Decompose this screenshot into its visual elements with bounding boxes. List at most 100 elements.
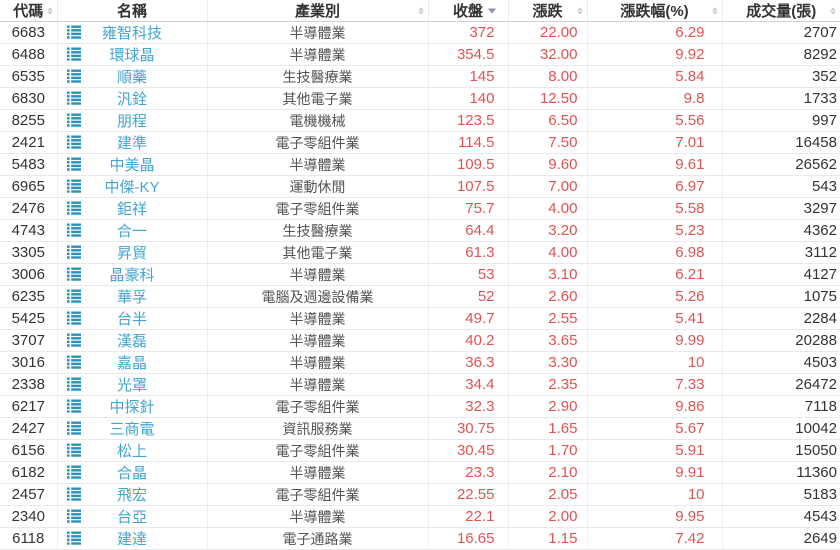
stock-code: 6217 bbox=[0, 395, 58, 418]
list-detail-icon[interactable] bbox=[66, 25, 81, 39]
price-change-pct: 9.86 bbox=[587, 395, 723, 418]
sort-descending-icon[interactable] bbox=[487, 8, 496, 13]
list-detail-icon[interactable] bbox=[66, 399, 81, 413]
list-detail-icon[interactable] bbox=[66, 245, 81, 259]
sort-toggle-icon[interactable] bbox=[417, 7, 424, 14]
column-header-volume[interactable]: 成交量(張) bbox=[722, 0, 840, 22]
close-price: 140 bbox=[428, 87, 509, 110]
list-detail-icon[interactable] bbox=[66, 487, 81, 501]
price-change: 4.00 bbox=[508, 197, 588, 220]
list-detail-icon[interactable] bbox=[66, 135, 81, 149]
stock-name-link[interactable]: 合晶 bbox=[116, 465, 147, 482]
stock-name-link[interactable]: 環球晶 bbox=[109, 47, 155, 64]
price-change-pct: 6.29 bbox=[587, 21, 723, 44]
column-header-industry[interactable]: 產業別 bbox=[207, 0, 429, 22]
list-detail-icon[interactable] bbox=[66, 179, 81, 193]
stock-name-cell: 晶豪科 bbox=[57, 263, 208, 286]
stock-code: 2476 bbox=[0, 197, 58, 220]
stock-name-link[interactable]: 朋程 bbox=[116, 113, 147, 130]
price-change: 2.55 bbox=[508, 307, 588, 330]
volume-value: 1075 bbox=[722, 285, 840, 308]
sort-toggle-icon[interactable] bbox=[576, 7, 583, 14]
stock-name-link[interactable]: 合一 bbox=[116, 223, 147, 240]
industry-label: 其他電子業 bbox=[207, 241, 429, 264]
stock-code: 3006 bbox=[0, 263, 58, 286]
column-label: 產業別 bbox=[294, 3, 340, 20]
list-detail-icon[interactable] bbox=[66, 443, 81, 457]
price-change-pct: 9.92 bbox=[587, 43, 723, 66]
list-detail-icon[interactable] bbox=[66, 223, 81, 237]
stock-name-link[interactable]: 漢磊 bbox=[116, 333, 147, 350]
stock-name-cell: 台半 bbox=[57, 307, 208, 330]
list-detail-icon[interactable] bbox=[66, 113, 81, 127]
price-change-pct: 5.23 bbox=[587, 219, 723, 242]
list-detail-icon[interactable] bbox=[66, 355, 81, 369]
stock-name-link[interactable]: 嘉晶 bbox=[116, 355, 147, 372]
stock-name-link[interactable]: 中傑-KY bbox=[104, 179, 160, 196]
list-detail-icon[interactable] bbox=[66, 267, 81, 281]
stock-name-link[interactable]: 晶豪科 bbox=[109, 267, 155, 284]
list-detail-icon[interactable] bbox=[66, 91, 81, 105]
list-detail-icon[interactable] bbox=[66, 157, 81, 171]
stock-code: 3016 bbox=[0, 351, 58, 374]
price-change-pct: 7.42 bbox=[587, 527, 723, 550]
stock-name-link[interactable]: 華孚 bbox=[116, 289, 147, 306]
stock-name-link[interactable]: 飛宏 bbox=[116, 487, 147, 504]
stock-name-cell: 昇貿 bbox=[57, 241, 208, 264]
stock-name-cell: 鉅祥 bbox=[57, 197, 208, 220]
stock-name-link[interactable]: 建準 bbox=[116, 135, 147, 152]
stock-name-link[interactable]: 雍智科技 bbox=[101, 25, 162, 42]
column-header-name[interactable]: 名稱 bbox=[57, 0, 208, 22]
list-detail-icon[interactable] bbox=[66, 201, 81, 215]
stock-code: 5425 bbox=[0, 307, 58, 330]
stock-name-link[interactable]: 汎銓 bbox=[116, 91, 147, 108]
list-detail-icon[interactable] bbox=[66, 531, 81, 545]
stock-row: 5425 台半 半導體業 49.7 2.55 5.41 2284 bbox=[0, 307, 840, 330]
list-detail-icon[interactable] bbox=[66, 509, 81, 523]
volume-value: 8292 bbox=[722, 43, 840, 66]
industry-label: 運動休閒 bbox=[207, 175, 429, 198]
list-detail-icon[interactable] bbox=[66, 69, 81, 83]
stock-name-link[interactable]: 順藥 bbox=[116, 69, 147, 86]
stock-name-link[interactable]: 光罩 bbox=[116, 377, 147, 394]
stock-code: 2427 bbox=[0, 417, 58, 440]
sort-toggle-icon[interactable] bbox=[830, 7, 836, 14]
stock-name-link[interactable]: 台半 bbox=[116, 311, 147, 328]
column-header-code[interactable]: 代碼 bbox=[0, 0, 58, 22]
stock-name-link[interactable]: 鉅祥 bbox=[116, 201, 147, 218]
stock-code: 6830 bbox=[0, 87, 58, 110]
list-detail-icon[interactable] bbox=[66, 311, 81, 325]
list-detail-icon[interactable] bbox=[66, 47, 81, 61]
list-detail-icon[interactable] bbox=[66, 289, 81, 303]
close-price: 36.3 bbox=[428, 351, 509, 374]
price-change: 8.00 bbox=[508, 65, 588, 88]
column-label: 漲跌幅(%) bbox=[620, 3, 689, 20]
stock-name-link[interactable]: 中探針 bbox=[109, 399, 155, 416]
volume-value: 4543 bbox=[722, 505, 840, 528]
stock-name-link[interactable]: 昇貿 bbox=[116, 245, 147, 262]
stock-name-link[interactable]: 松上 bbox=[116, 443, 147, 460]
column-header-change-pct[interactable]: 漲跌幅(%) bbox=[587, 0, 723, 22]
stock-name-link[interactable]: 建達 bbox=[116, 531, 147, 548]
stock-name-link[interactable]: 中美晶 bbox=[109, 157, 155, 174]
stock-name-link[interactable]: 三商電 bbox=[109, 421, 155, 438]
column-header-close[interactable]: 收盤 bbox=[428, 0, 509, 22]
list-detail-icon[interactable] bbox=[66, 421, 81, 435]
list-detail-icon[interactable] bbox=[66, 465, 81, 479]
list-detail-icon[interactable] bbox=[66, 333, 81, 347]
sort-toggle-icon[interactable] bbox=[46, 7, 53, 14]
stock-name-cell: 汎銓 bbox=[57, 87, 208, 110]
sort-toggle-icon[interactable] bbox=[711, 7, 718, 14]
list-detail-icon[interactable] bbox=[66, 377, 81, 391]
price-change-pct: 5.84 bbox=[587, 65, 723, 88]
close-price: 114.5 bbox=[428, 131, 509, 154]
industry-label: 資訊服務業 bbox=[207, 417, 429, 440]
stock-row: 6535 順藥 生技醫療業 145 8.00 5.84 352 bbox=[0, 65, 840, 88]
column-header-change[interactable]: 漲跌 bbox=[508, 0, 588, 22]
stock-code: 8255 bbox=[0, 109, 58, 132]
stock-name-link[interactable]: 台亞 bbox=[116, 509, 147, 526]
price-change-pct: 7.01 bbox=[587, 131, 723, 154]
price-change-pct: 6.97 bbox=[587, 175, 723, 198]
